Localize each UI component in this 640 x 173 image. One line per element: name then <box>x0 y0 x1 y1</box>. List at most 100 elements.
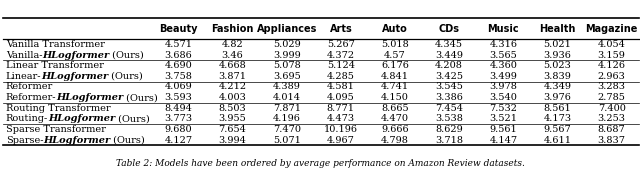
Text: 4.389: 4.389 <box>273 82 301 91</box>
Text: 9.567: 9.567 <box>543 125 572 134</box>
Text: 8.687: 8.687 <box>598 125 625 134</box>
Text: 3.695: 3.695 <box>273 72 301 81</box>
Text: (Ours): (Ours) <box>110 135 145 144</box>
Text: 5.018: 5.018 <box>381 40 409 49</box>
Text: (Ours): (Ours) <box>115 114 150 123</box>
Text: 3.386: 3.386 <box>435 93 463 102</box>
Text: 9.666: 9.666 <box>381 125 409 134</box>
Text: 5.267: 5.267 <box>327 40 355 49</box>
Text: 4.571: 4.571 <box>164 40 193 49</box>
Text: 3.449: 3.449 <box>435 51 463 60</box>
Text: 4.470: 4.470 <box>381 114 409 123</box>
Text: 4.798: 4.798 <box>381 135 409 144</box>
Text: Linear Transformer: Linear Transformer <box>6 61 104 70</box>
Text: 5.029: 5.029 <box>273 40 301 49</box>
Text: 4.690: 4.690 <box>164 61 192 70</box>
Text: Reformer: Reformer <box>6 82 53 91</box>
Text: 4.126: 4.126 <box>598 61 626 70</box>
Text: 4.147: 4.147 <box>489 135 517 144</box>
Text: Reformer-: Reformer- <box>6 93 56 102</box>
Text: 3.499: 3.499 <box>490 72 517 81</box>
Text: 4.208: 4.208 <box>435 61 463 70</box>
Text: 3.540: 3.540 <box>490 93 517 102</box>
Text: HLogformer: HLogformer <box>44 135 110 144</box>
Text: 4.611: 4.611 <box>543 135 572 144</box>
Text: 4.316: 4.316 <box>490 40 517 49</box>
Text: 3.871: 3.871 <box>218 72 246 81</box>
Text: Vanilla-: Vanilla- <box>6 51 42 60</box>
Text: 4.345: 4.345 <box>435 40 463 49</box>
Text: 4.285: 4.285 <box>327 72 355 81</box>
Text: 4.173: 4.173 <box>543 114 572 123</box>
Text: 3.837: 3.837 <box>598 135 626 144</box>
Text: 8.503: 8.503 <box>219 104 246 113</box>
Text: Magazine: Magazine <box>586 24 638 34</box>
Text: Arts: Arts <box>330 24 352 34</box>
Text: 4.212: 4.212 <box>218 82 246 91</box>
Text: 4.150: 4.150 <box>381 93 409 102</box>
Text: 6.176: 6.176 <box>381 61 409 70</box>
Text: 7.532: 7.532 <box>490 104 517 113</box>
Text: HLogformer: HLogformer <box>56 93 124 102</box>
Text: 5.023: 5.023 <box>543 61 572 70</box>
Text: 3.545: 3.545 <box>435 82 463 91</box>
Text: 9.680: 9.680 <box>164 125 192 134</box>
Text: 5.078: 5.078 <box>273 61 301 70</box>
Text: 3.978: 3.978 <box>490 82 517 91</box>
Text: CDs: CDs <box>438 24 460 34</box>
Text: 3.538: 3.538 <box>435 114 463 123</box>
Text: 4.473: 4.473 <box>327 114 355 123</box>
Text: Routing-: Routing- <box>6 114 48 123</box>
Text: 8.665: 8.665 <box>381 104 409 113</box>
Text: 3.994: 3.994 <box>219 135 246 144</box>
Text: Appliances: Appliances <box>257 24 317 34</box>
Text: 3.686: 3.686 <box>164 51 192 60</box>
Text: 3.521: 3.521 <box>490 114 517 123</box>
Text: 7.871: 7.871 <box>273 104 301 113</box>
Text: Table 2: Models have been ordered by average performance on Amazon Review datase: Table 2: Models have been ordered by ave… <box>116 159 524 168</box>
Text: 7.470: 7.470 <box>273 125 301 134</box>
Text: Beauty: Beauty <box>159 24 198 34</box>
Text: 4.967: 4.967 <box>327 135 355 144</box>
Text: 3.936: 3.936 <box>543 51 572 60</box>
Text: Auto: Auto <box>382 24 408 34</box>
Text: Health: Health <box>540 24 575 34</box>
Text: HLogformer: HLogformer <box>48 114 115 123</box>
Text: 4.196: 4.196 <box>273 114 301 123</box>
Text: 3.425: 3.425 <box>435 72 463 81</box>
Text: 8.561: 8.561 <box>543 104 572 113</box>
Text: HLogformer: HLogformer <box>41 72 108 81</box>
Text: (Ours): (Ours) <box>109 51 144 60</box>
Text: Sparse Transformer: Sparse Transformer <box>6 125 106 134</box>
Text: 3.758: 3.758 <box>164 72 192 81</box>
Text: 5.124: 5.124 <box>327 61 355 70</box>
Text: 4.127: 4.127 <box>164 135 193 144</box>
Text: 4.372: 4.372 <box>327 51 355 60</box>
Text: 3.955: 3.955 <box>219 114 246 123</box>
Text: 3.593: 3.593 <box>164 93 192 102</box>
Text: 4.349: 4.349 <box>543 82 572 91</box>
Text: 2.963: 2.963 <box>598 72 625 81</box>
Text: 3.283: 3.283 <box>598 82 626 91</box>
Text: 3.976: 3.976 <box>543 93 572 102</box>
Text: Music: Music <box>488 24 519 34</box>
Text: HLogformer: HLogformer <box>42 51 109 60</box>
Text: Routing Transformer: Routing Transformer <box>6 104 110 113</box>
Text: Linear-: Linear- <box>6 72 41 81</box>
Text: 3.773: 3.773 <box>164 114 193 123</box>
Text: 4.054: 4.054 <box>598 40 625 49</box>
Text: 3.999: 3.999 <box>273 51 301 60</box>
Text: (Ours): (Ours) <box>108 72 143 81</box>
Text: 8.494: 8.494 <box>164 104 192 113</box>
Text: 4.741: 4.741 <box>381 82 409 91</box>
Text: 3.46: 3.46 <box>221 51 243 60</box>
Text: (Ours): (Ours) <box>124 93 158 102</box>
Text: 3.839: 3.839 <box>543 72 572 81</box>
Text: 7.400: 7.400 <box>598 104 625 113</box>
Text: Vanilla Transformer: Vanilla Transformer <box>6 40 104 49</box>
Text: 4.360: 4.360 <box>490 61 517 70</box>
Text: 5.021: 5.021 <box>543 40 572 49</box>
Text: 2.785: 2.785 <box>598 93 625 102</box>
Text: 4.003: 4.003 <box>219 93 246 102</box>
Text: 3.253: 3.253 <box>598 114 626 123</box>
